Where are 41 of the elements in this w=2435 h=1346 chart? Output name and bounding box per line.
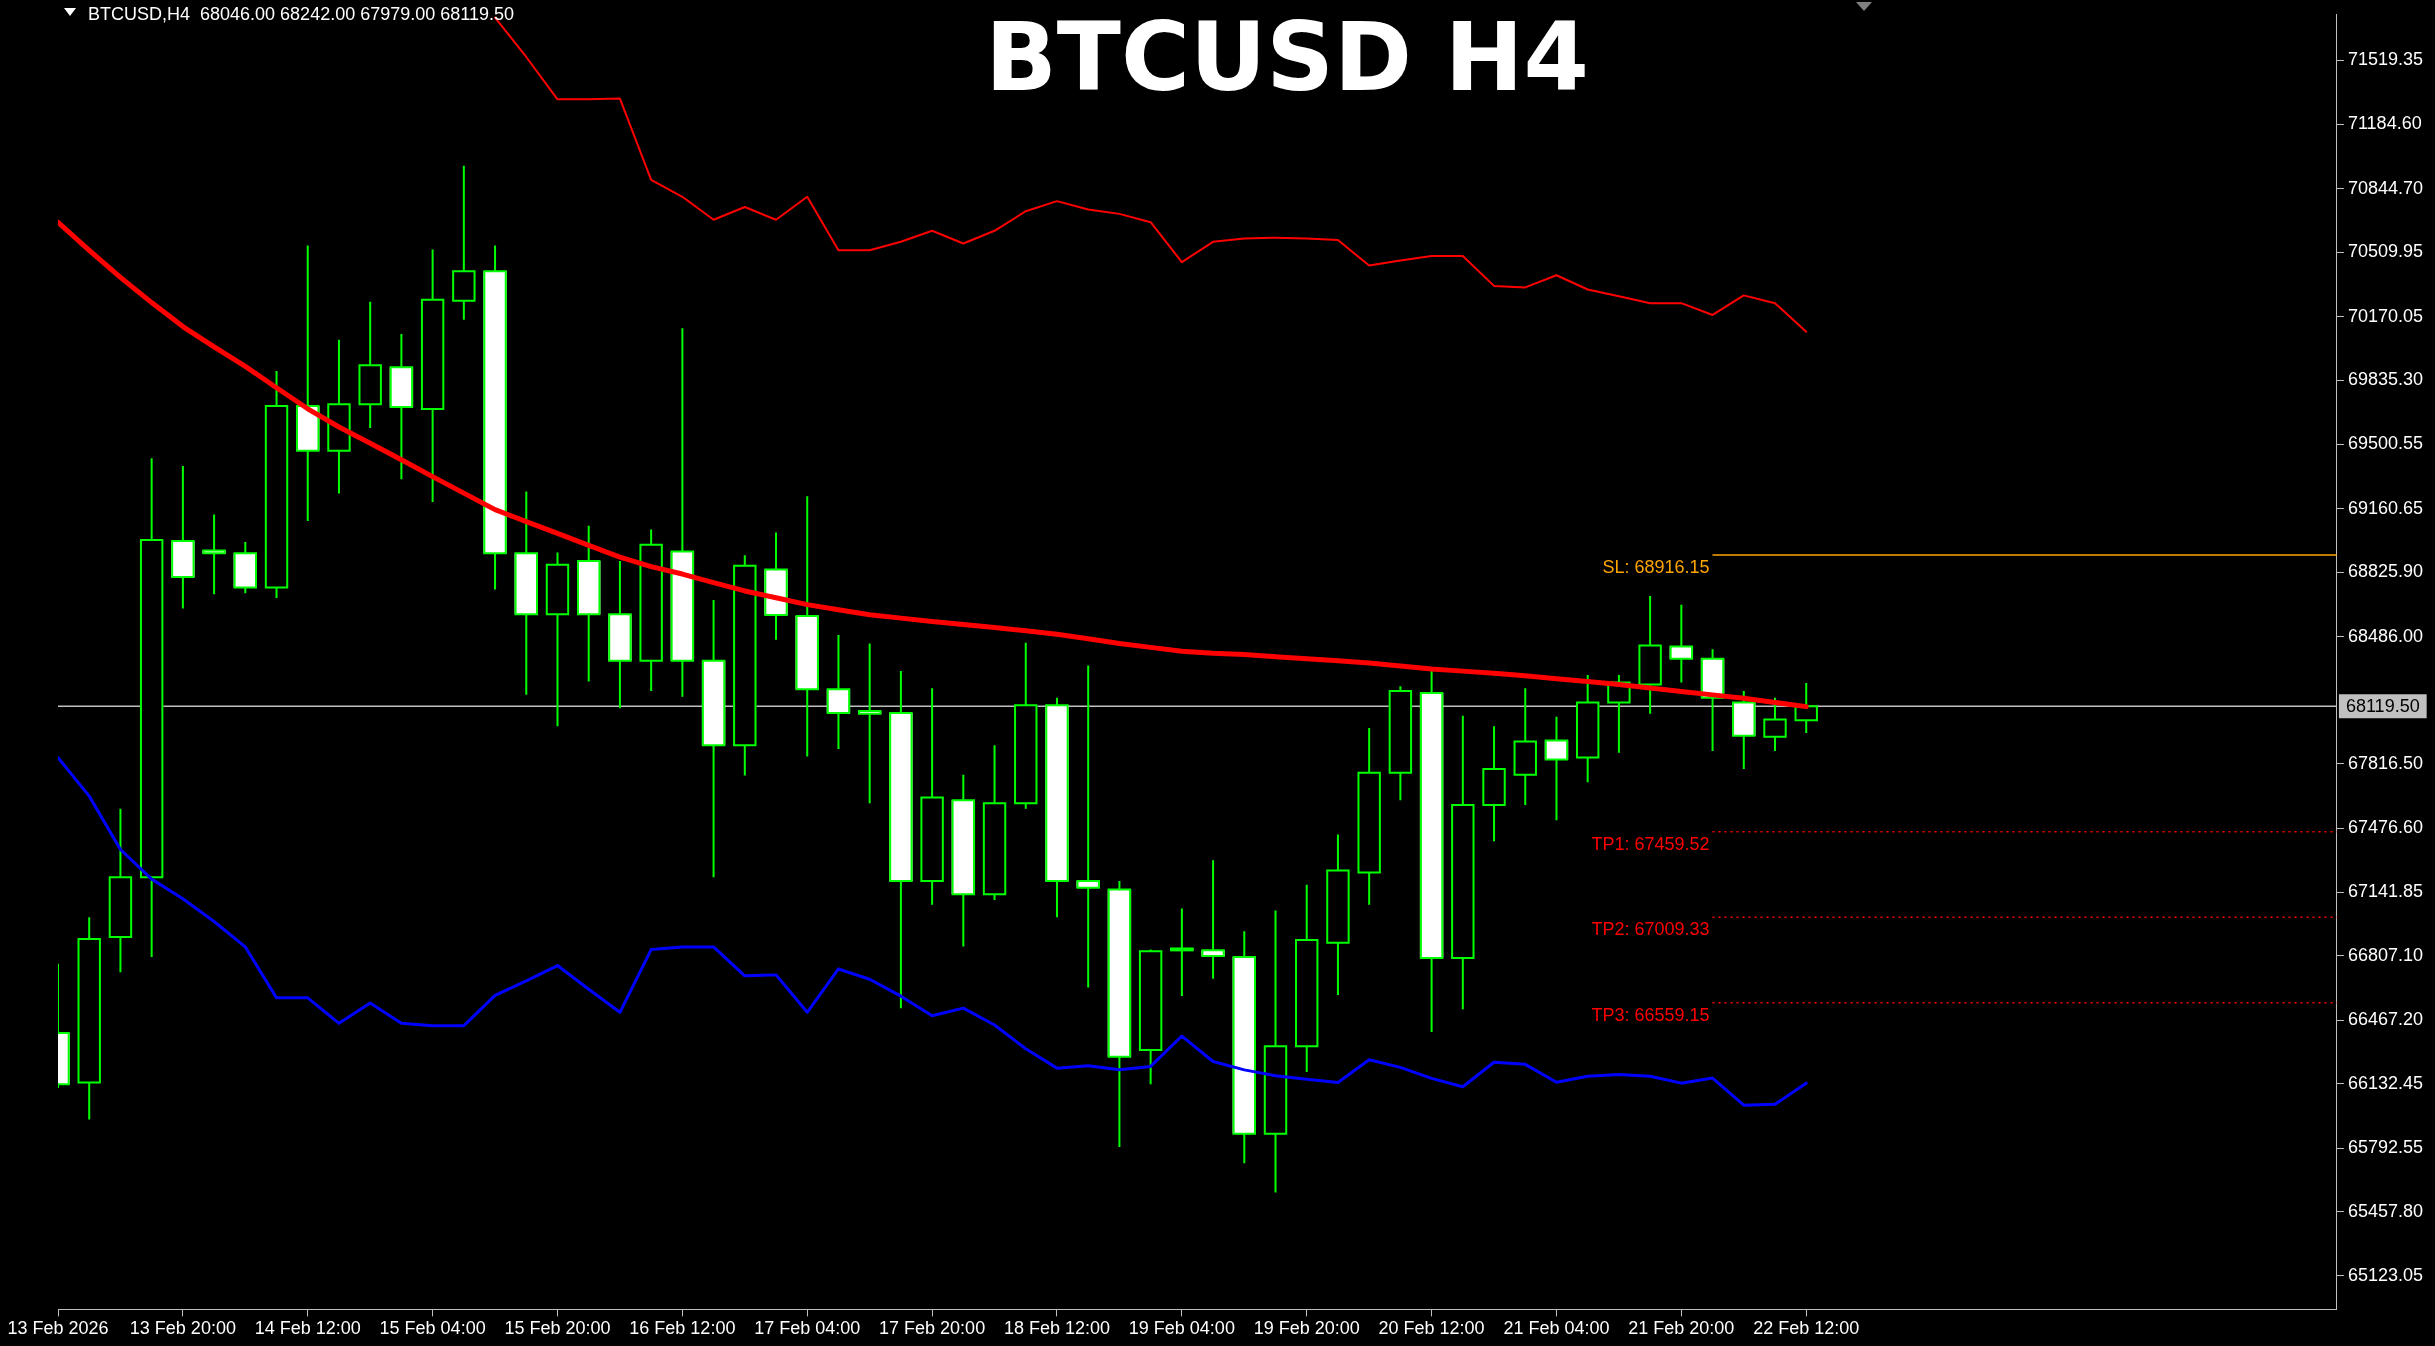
y-tick-label: 70844.70 [2347,177,2423,198]
x-tick-label: 21 Feb 20:00 [1628,1318,1735,1339]
x-tick-label: 18 Feb 12:00 [1003,1318,1111,1339]
y-tick-label: 68486.00 [2347,625,2423,646]
y-tick-label: 69500.55 [2347,432,2423,453]
annotation: BTCUSD,H4 68046.00 68242.00 67979.00 68119.50 [88,3,514,25]
y-tick-label: 70509.95 [2347,241,2423,262]
y-tick-label: 69835.30 [2347,369,2423,390]
y-tick-label: 70170.05 [2347,305,2423,326]
x-tick-label: 13 Feb 20:00 [129,1318,236,1339]
x-tick-label: 17 Feb 04:00 [754,1318,861,1339]
x-tick-label: 17 Feb 20:00 [879,1318,986,1339]
ref-line-label: SL: 68916.15 [1602,557,1710,577]
x-tick-label: 13 Feb 2026 [7,1318,109,1339]
x-tick-label: 15 Feb 20:00 [504,1318,611,1339]
x-tick-label: 16 Feb 12:00 [629,1318,736,1339]
y-tick-label: 69160.65 [2347,497,2423,518]
y-tick-label: 65457.80 [2347,1200,2423,1221]
y-tick-label: 68825.90 [2347,561,2423,582]
x-tick-label: 19 Feb 20:00 [1253,1318,1360,1339]
y-tick-label: 71184.60 [2347,113,2422,134]
y-tick-label: 66132.45 [2347,1072,2423,1093]
ref-line-label: TP2: 67009.33 [1591,919,1710,940]
y-tick-label: 67141.85 [2347,881,2423,902]
x-tick-label: 14 Feb 12:00 [254,1318,361,1339]
y-tick-label: 65792.55 [2347,1137,2423,1158]
y-tick-label: 66807.10 [2347,944,2423,965]
y-tick-label: 67816.50 [2347,752,2423,773]
x-tick-label: 21 Feb 04:00 [1503,1318,1610,1339]
y-tick-label: 65123.05 [2347,1264,2423,1285]
x-tick-label: 15 Feb 04:00 [379,1318,486,1339]
ref-line-label: TP3: 66559.15 [1591,1004,1710,1025]
x-tick-label: 20 Feb 12:00 [1378,1318,1485,1339]
x-tick-label: 19 Feb 04:00 [1128,1318,1235,1339]
y-tick-label: 67476.60 [2347,817,2423,838]
y-tick-label: 71519.35 [2347,49,2423,70]
y-tick-label: 66467.20 [2347,1009,2423,1030]
x-tick-label: 22 Feb 12:00 [1753,1318,1860,1339]
ref-line-label: TP1: 67459.52 [1591,833,1710,854]
ref-line-label: 68119.50 [2345,696,2420,717]
chart-title: BTCUSD H4 [985,3,1589,112]
